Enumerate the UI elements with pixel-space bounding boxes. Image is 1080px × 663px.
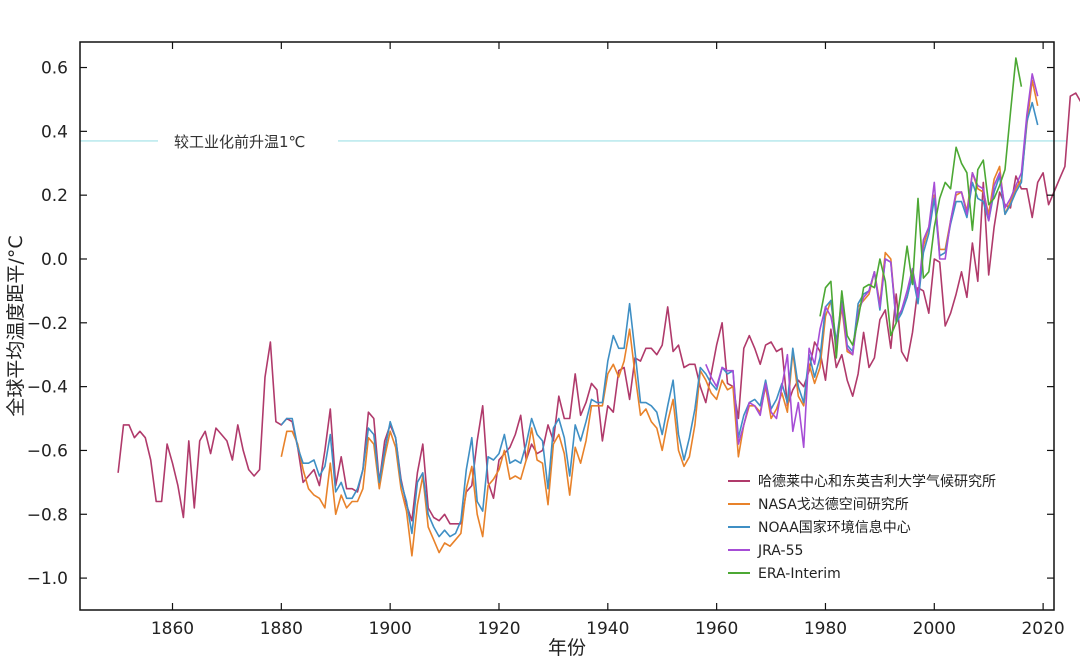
y-tick-label: −0.6 [27, 441, 68, 461]
x-tick-label: 1920 [477, 619, 520, 639]
series-line-0 [117, 92, 1080, 525]
y-axis-ticks: −1.0 −0.8 −0.6 −0.4 −0.2 0.0 0.2 0.4 0.6 [27, 59, 1054, 589]
plot-frame [79, 41, 1055, 611]
reference-line-label: 较工业化前升温1℃ [174, 133, 305, 151]
legend: 哈德莱中心和东英吉利大学气候研究所 NASA戈达德空间研究所 NOAA国家环境信息中… [728, 473, 996, 582]
legend-label: ERA-Interim [758, 566, 841, 582]
y-tick-label: 0.6 [41, 59, 68, 79]
x-tick-label: 1860 [151, 619, 194, 639]
legend-label: NASA戈达德空间研究所 [758, 497, 909, 513]
x-tick-label: 2000 [913, 619, 956, 639]
y-tick-label: −0.4 [27, 378, 68, 398]
y-tick-label: −0.2 [27, 314, 68, 334]
x-axis-title: 年份 [548, 637, 586, 659]
pre-industrial-reference: 较工业化前升温1℃ [80, 133, 1066, 151]
legend-label: JRA-55 [757, 543, 803, 559]
legend-label: NOAA国家环境信息中心 [758, 519, 911, 536]
x-axis-ticks: 1860 1880 1900 1920 1940 1960 1980 2000 2020 [151, 42, 1065, 639]
x-tick-label: 1900 [369, 619, 412, 639]
series-lines [117, 57, 1080, 557]
y-tick-label: 0.0 [41, 250, 68, 270]
series-line-4 [819, 57, 1023, 359]
x-tick-label: 1940 [586, 619, 629, 639]
x-tick-label: 2020 [1021, 619, 1064, 639]
y-tick-label: −0.8 [27, 505, 68, 525]
x-tick-label: 1980 [804, 619, 847, 639]
x-tick-label: 1880 [260, 619, 303, 639]
x-tick-label: 1960 [695, 619, 738, 639]
series-line-3 [705, 73, 1039, 449]
y-tick-label: −1.0 [27, 569, 68, 589]
y-tick-label: 0.2 [41, 186, 68, 206]
y-axis-title: 全球平均温度距平/°C [5, 235, 27, 416]
y-tick-label: 0.4 [41, 122, 68, 142]
legend-label: 哈德莱中心和东英吉利大学气候研究所 [758, 473, 996, 490]
